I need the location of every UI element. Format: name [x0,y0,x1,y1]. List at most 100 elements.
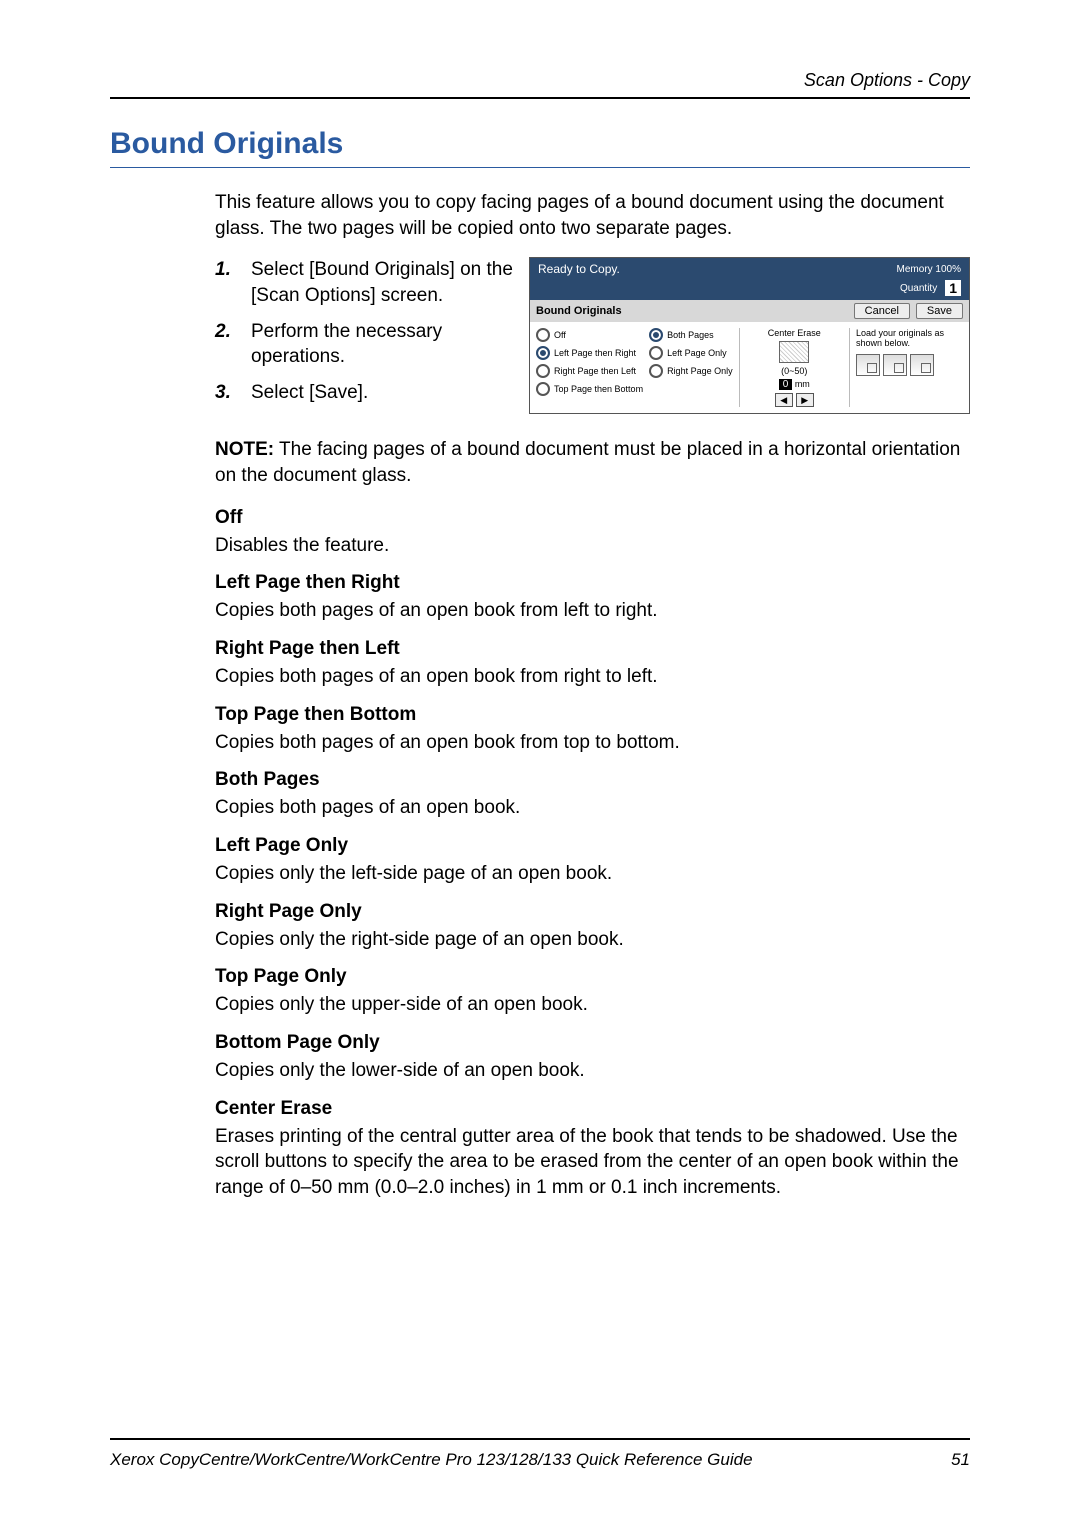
content-block: This feature allows you to copy facing p… [215,190,970,1200]
shot-quantity-value: 1 [945,280,961,296]
note: NOTE: The facing pages of a bound docume… [215,437,970,488]
step-number: 3. [215,380,237,406]
shot-tab-name: Bound Originals [536,305,622,317]
option-desc: Copies only the upper-side of an open bo… [215,992,970,1018]
option-bottom-only: Bottom Page Only Copies only the lower-s… [215,1032,970,1084]
radio-off[interactable]: Off [536,328,643,342]
radio-left-only[interactable]: Left Page Only [649,346,733,360]
option-right-then-left: Right Page then Left Copies both pages o… [215,638,970,690]
option-desc: Disables the feature. [215,533,970,559]
radio-icon [536,364,550,378]
option-left-then-right: Left Page then Right Copies both pages o… [215,572,970,624]
mm-unit: mm [795,379,810,389]
option-off: Off Disables the feature. [215,507,970,559]
option-title: Top Page then Bottom [215,704,970,726]
title-rule [110,167,970,168]
option-title: Right Page then Left [215,638,970,660]
option-title: Both Pages [215,769,970,791]
option-desc: Copies only the lower-side of an open bo… [215,1058,970,1084]
center-erase-label: Center Erase [768,328,821,338]
step-3: 3. Select [Save]. [215,380,515,406]
shot-mid-column: Both Pages Left Page Only Right Page Onl… [649,328,733,407]
shot-titlebar: Ready to Copy. Memory 100% [530,258,969,280]
shot-tabbar: Bound Originals Cancel Save [530,300,969,322]
radio-left-then-right[interactable]: Left Page then Right [536,346,643,360]
orientation-thumbs [856,354,963,376]
radio-icon [536,382,550,396]
footer-rule [110,1438,970,1440]
shot-quantity-label: Quantity [900,283,937,294]
radio-label: Both Pages [667,330,714,340]
shot-right-panel: Load your originals as shown below. [849,328,963,407]
option-desc: Copies only the left-side page of an ope… [215,861,970,887]
range-label: (0~50) [781,366,807,376]
steps-list: 1. Select [Bound Originals] on the [Scan… [215,257,515,415]
footer-page-number: 51 [951,1450,970,1470]
shot-status: Ready to Copy. [538,262,620,276]
option-top-only: Top Page Only Copies only the upper-side… [215,966,970,1018]
option-title: Bottom Page Only [215,1032,970,1054]
thumb-icon [883,354,907,376]
shot-quantity-row: Quantity 1 [530,280,969,300]
note-text: The facing pages of a bound document mus… [215,439,960,486]
mm-value: 0 [779,379,793,390]
radio-icon [649,328,663,342]
radio-label: Right Page then Left [554,366,636,376]
option-left-only: Left Page Only Copies only the left-side… [215,835,970,887]
decrement-button[interactable]: ◀ [775,393,793,407]
option-title: Center Erase [215,1098,970,1120]
radio-label: Off [554,330,566,340]
page-title: Bound Originals [110,127,970,161]
radio-label: Top Page then Bottom [554,384,643,394]
option-both-pages: Both Pages Copies both pages of an open … [215,769,970,821]
option-top-then-bottom: Top Page then Bottom Copies both pages o… [215,704,970,756]
running-header: Scan Options - Copy [110,70,970,91]
step-number: 1. [215,257,237,308]
radio-right-only[interactable]: Right Page Only [649,364,733,378]
radio-icon [536,328,550,342]
option-desc: Copies both pages of an open book. [215,795,970,821]
radio-label: Right Page Only [667,366,733,376]
option-desc: Erases printing of the central gutter ar… [215,1124,970,1201]
radio-label: Left Page Only [667,348,727,358]
page: Scan Options - Copy Bound Originals This… [0,0,1080,1528]
shot-center-erase: Center Erase (0~50) 0 mm ◀ ▶ [739,328,843,407]
step-text: Select [Save]. [251,380,368,406]
note-label: NOTE: [215,439,274,460]
header-rule [110,97,970,99]
ui-screenshot: Ready to Copy. Memory 100% Quantity 1 Bo… [529,257,970,414]
orientation-hint: Load your originals as shown below. [856,328,944,348]
option-desc: Copies both pages of an open book from t… [215,730,970,756]
option-center-erase: Center Erase Erases printing of the cent… [215,1098,970,1201]
thumb-icon [856,354,880,376]
radio-icon [536,346,550,360]
cancel-button[interactable]: Cancel [854,303,910,319]
option-title: Off [215,507,970,529]
increment-button[interactable]: ▶ [796,393,814,407]
radio-icon [649,364,663,378]
thumb-icon [910,354,934,376]
radio-both-pages[interactable]: Both Pages [649,328,733,342]
option-title: Top Page Only [215,966,970,988]
option-title: Right Page Only [215,901,970,923]
step-number: 2. [215,319,237,370]
option-title: Left Page then Right [215,572,970,594]
shot-body: Off Left Page then Right Right Page then… [530,322,969,413]
step-1: 1. Select [Bound Originals] on the [Scan… [215,257,515,308]
radio-right-then-left[interactable]: Right Page then Left [536,364,643,378]
mm-row: 0 mm [779,379,810,390]
save-button[interactable]: Save [916,303,963,319]
option-desc: Copies both pages of an open book from r… [215,664,970,690]
book-icon [779,341,809,363]
shot-left-column: Off Left Page then Right Right Page then… [536,328,643,407]
spinner-buttons: ◀ ▶ [775,393,814,407]
option-title: Left Page Only [215,835,970,857]
page-footer: Xerox CopyCentre/WorkCentre/WorkCentre P… [110,1450,970,1470]
radio-label: Left Page then Right [554,348,636,358]
step-text: Perform the necessary operations. [251,319,515,370]
intro-text: This feature allows you to copy facing p… [215,190,970,241]
radio-icon [649,346,663,360]
footer-left: Xerox CopyCentre/WorkCentre/WorkCentre P… [110,1450,753,1470]
radio-top-then-bottom[interactable]: Top Page then Bottom [536,382,643,396]
shot-action-buttons: Cancel Save [854,303,963,319]
